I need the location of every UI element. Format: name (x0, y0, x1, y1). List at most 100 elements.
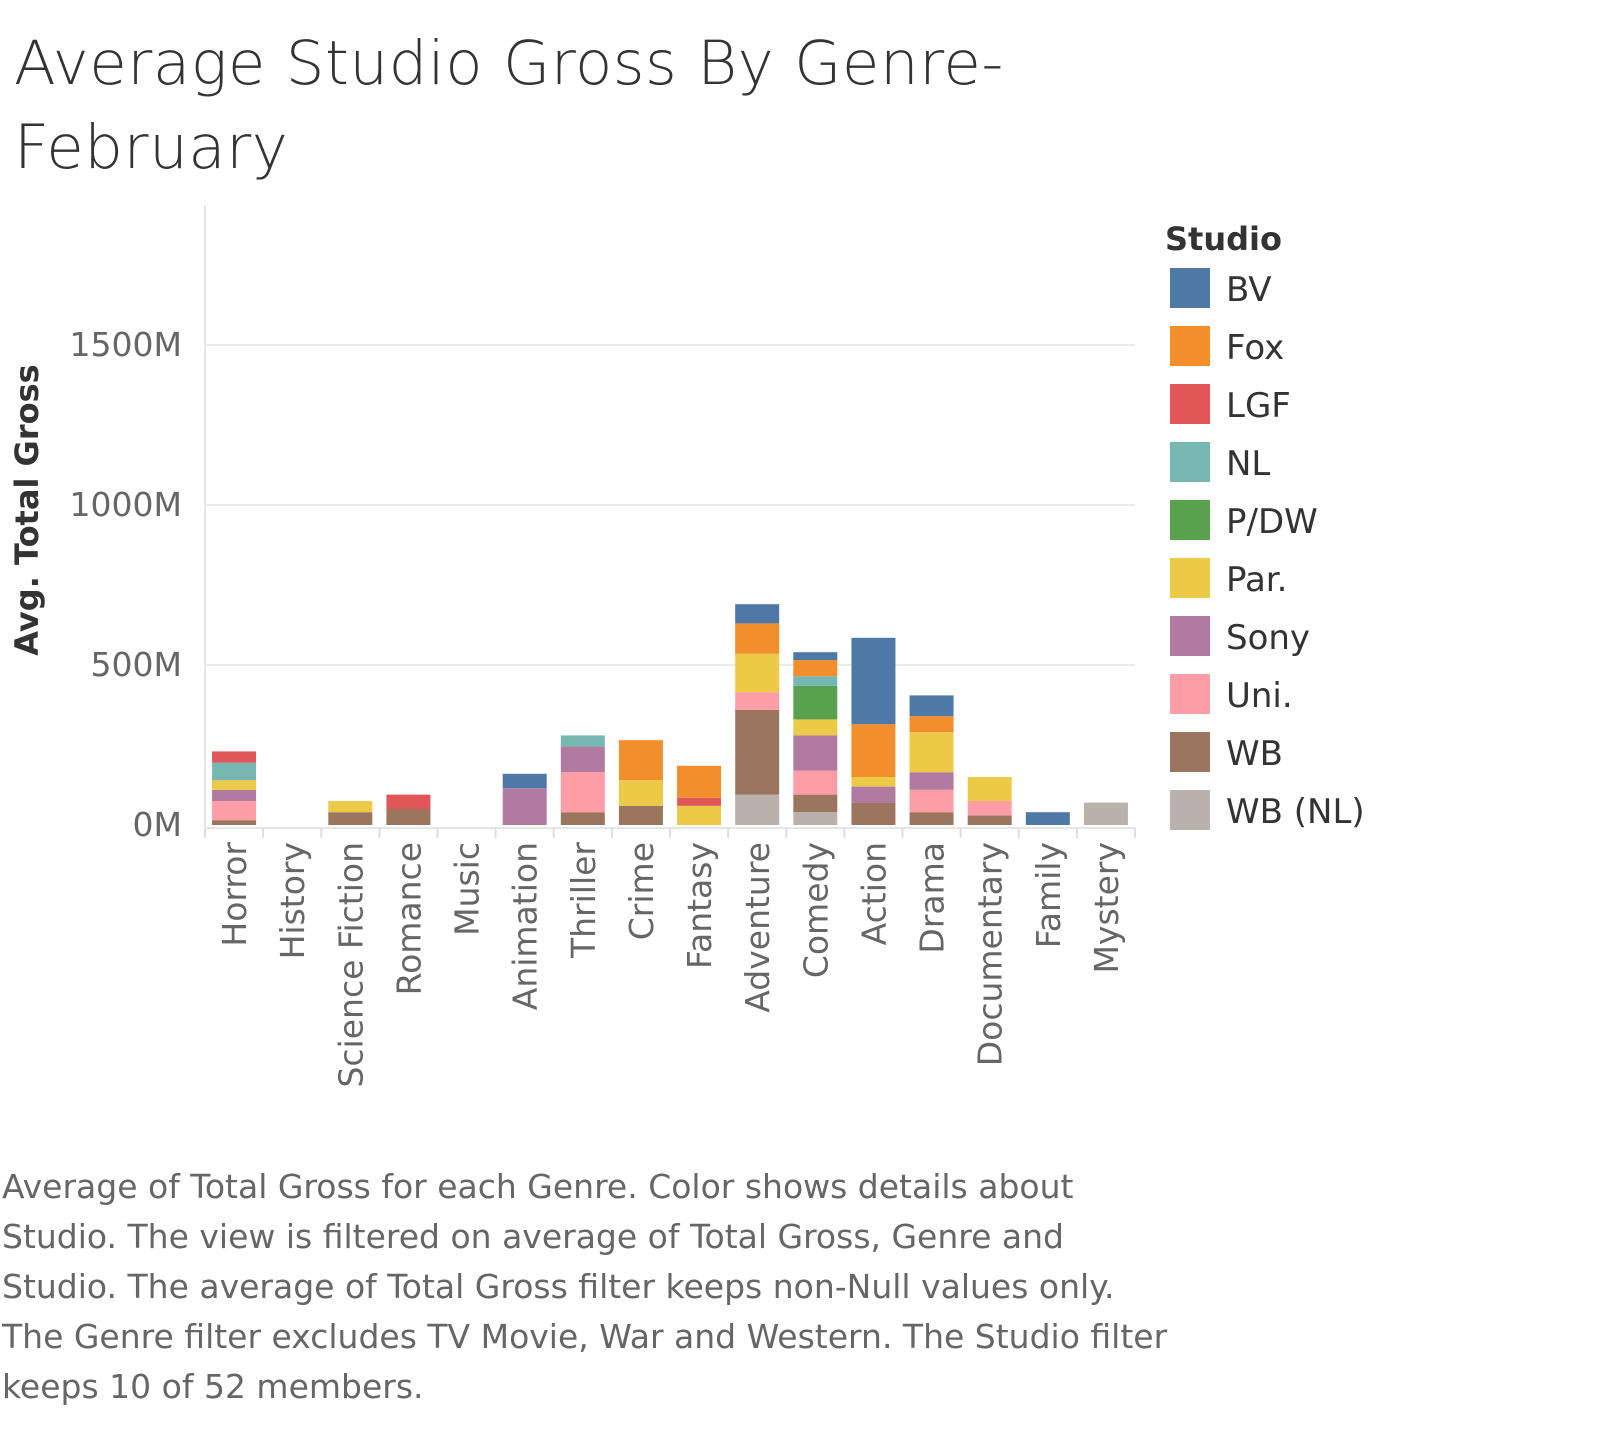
bar-segment-horror-par[interactable] (212, 780, 257, 790)
legend-title: Studio (1165, 220, 1282, 258)
bar-segment-romance-wb[interactable] (386, 809, 431, 825)
chart-caption: Average of Total Gross for each Genre. C… (2, 1167, 1168, 1406)
y-tick-labels: 0M 500M 1000M 1500M (70, 325, 182, 844)
bar-segment-horror-uni[interactable] (212, 801, 257, 821)
legend-label[interactable]: Uni. (1226, 676, 1293, 716)
bar-segment-comedy-wb[interactable] (793, 794, 838, 813)
legend-swatch[interactable] (1170, 384, 1210, 424)
bar-segment-mystery-wbnl[interactable] (1083, 802, 1128, 825)
bar-segment-comedy-wbnl[interactable] (793, 812, 838, 825)
legend-label[interactable]: LGF (1226, 386, 1291, 426)
bar-segment-adventure-wbnl[interactable] (735, 794, 780, 825)
legend-swatch[interactable] (1170, 790, 1210, 830)
legend-swatch[interactable] (1170, 500, 1210, 540)
bar-segment-adventure-uni[interactable] (735, 692, 780, 710)
bar-segment-drama-bv[interactable] (909, 695, 954, 717)
x-tick-label: Family (1029, 842, 1068, 948)
bar-segment-action-sony[interactable] (851, 786, 896, 803)
bar-segment-action-par[interactable] (851, 777, 896, 787)
x-tick-label: Adventure (738, 842, 777, 1013)
bar-segment-comedy-uni[interactable] (793, 770, 838, 795)
bar-segment-animation-sony[interactable] (502, 788, 547, 825)
bar-segment-drama-wb[interactable] (909, 812, 954, 825)
legend-label[interactable]: Sony (1226, 618, 1310, 658)
bar-segment-family-bv[interactable] (1025, 812, 1070, 825)
legend-label[interactable]: Fox (1226, 328, 1284, 368)
y-tick-label: 0M (133, 805, 182, 844)
x-tick-label: History (273, 842, 312, 959)
bar-segment-horror-nl[interactable] (212, 762, 257, 781)
bar-segment-thriller-wb[interactable] (560, 812, 605, 825)
bar-segment-adventure-fox[interactable] (735, 623, 780, 654)
bar-segment-drama-uni[interactable] (909, 789, 954, 813)
bar-segment-comedy-bv[interactable] (793, 652, 838, 661)
bar-segment-drama-par[interactable] (909, 732, 954, 773)
bar-segment-fantasy-par[interactable] (677, 805, 722, 825)
legend-swatch[interactable] (1170, 442, 1210, 482)
bar-segment-action-fox[interactable] (851, 724, 896, 777)
bar-segment-comedy-sony[interactable] (793, 735, 838, 771)
bar-segment-crime-par[interactable] (618, 780, 663, 806)
x-tick-label: Fantasy (680, 842, 719, 969)
x-tick-label: Mystery (1087, 842, 1126, 974)
bar-segment-action-wb[interactable] (851, 802, 896, 825)
bar-segment-comedy-pdw[interactable] (793, 685, 838, 720)
bar-segment-horror-lgf[interactable] (212, 751, 257, 763)
legend-label[interactable]: BV (1226, 270, 1272, 310)
bar-stacks (212, 604, 1128, 825)
y-axis-label: Avg. Total Gross (8, 364, 46, 655)
legend-label[interactable]: WB (1226, 734, 1283, 774)
bar-segment-documentary-par[interactable] (967, 777, 1012, 801)
bar-segment-thriller-sony[interactable] (560, 746, 605, 773)
legend-swatch[interactable] (1170, 558, 1210, 598)
bar-segment-thriller-uni[interactable] (560, 772, 605, 813)
bar-segment-science-fiction-wb[interactable] (328, 812, 373, 825)
bar-segment-crime-wb[interactable] (618, 805, 663, 825)
bar-segment-horror-wb[interactable] (212, 820, 257, 825)
bar-segment-fantasy-fox[interactable] (677, 765, 722, 798)
bar-segment-comedy-par[interactable] (793, 719, 838, 736)
gridlines (205, 344, 1135, 666)
legend-swatch[interactable] (1170, 326, 1210, 366)
bar-segment-animation-bv[interactable] (502, 773, 547, 789)
x-tick-label: Animation (506, 842, 545, 1010)
bar-segment-adventure-par[interactable] (735, 653, 780, 693)
x-tick-label: Romance (389, 842, 428, 995)
chart-title: Average Studio Gross By Genre- February (14, 28, 1004, 183)
x-tick-label: Thriller (564, 842, 603, 959)
legend-swatch[interactable] (1170, 732, 1210, 772)
x-tick-label: Science Fiction (331, 842, 370, 1088)
legend-swatch[interactable] (1170, 616, 1210, 656)
bar-segment-documentary-uni[interactable] (967, 801, 1012, 816)
legend-swatch[interactable] (1170, 268, 1210, 308)
bar-segment-science-fiction-par[interactable] (328, 801, 373, 813)
legend-swatch[interactable] (1170, 674, 1210, 714)
y-tick-label: 1000M (70, 485, 182, 524)
bar-segment-adventure-wb[interactable] (735, 709, 780, 795)
bar-segment-comedy-nl[interactable] (793, 676, 838, 686)
legend-label[interactable]: WB (NL) (1226, 792, 1365, 832)
y-tick-label: 1500M (70, 325, 182, 364)
bar-segment-horror-sony[interactable] (212, 789, 257, 801)
bar-segment-crime-fox[interactable] (618, 740, 663, 781)
legend-label[interactable]: Par. (1226, 560, 1287, 600)
bar-segment-fantasy-lgf[interactable] (677, 797, 722, 806)
bar-segment-action-bv[interactable] (851, 637, 896, 725)
bar-segment-drama-fox[interactable] (909, 716, 954, 733)
bar-segment-comedy-fox[interactable] (793, 660, 838, 677)
bar-segment-romance-lgf[interactable] (386, 794, 431, 809)
x-tick-label: Documentary (971, 842, 1010, 1066)
legend: Studio BV Fox LGF NL P/DW Par. Sony Uni. WB WB (NL… (1165, 220, 1365, 832)
x-tick-label: Action (854, 842, 893, 945)
bar-segment-adventure-bv[interactable] (735, 604, 780, 624)
bar-segment-documentary-wb[interactable] (967, 815, 1012, 825)
legend-label[interactable]: P/DW (1226, 502, 1318, 542)
bar-segment-thriller-nl[interactable] (560, 735, 605, 747)
legend-label[interactable]: NL (1226, 444, 1270, 484)
x-tick-labels: Horror History Science Fiction Romance Music… (215, 842, 1126, 1088)
x-tick-label: Music (448, 842, 487, 936)
x-tick-label: Drama (913, 842, 952, 954)
x-tick-label: Comedy (796, 842, 835, 978)
bar-segment-drama-sony[interactable] (909, 772, 954, 790)
